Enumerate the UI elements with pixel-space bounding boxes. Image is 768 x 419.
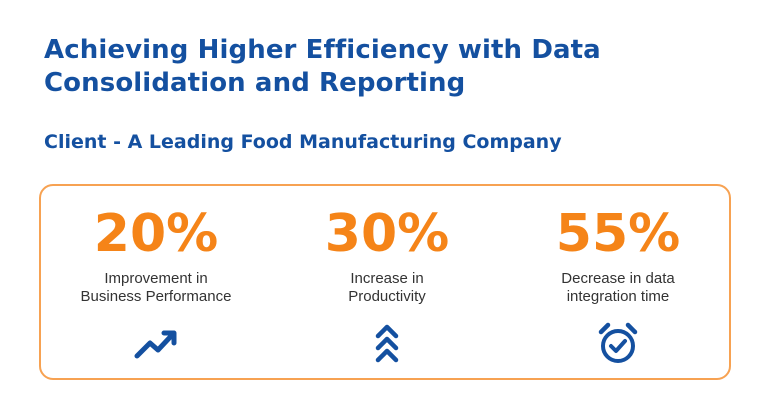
client-subtitle: Client - A Leading Food Manufacturing Co… [44,131,562,153]
stat-label: Increase in Productivity [272,270,502,306]
stat-productivity: 30% Increase in Productivity [272,186,502,382]
stat-label-line-2: integration time [566,288,670,305]
stat-value: 55% [555,204,681,264]
stat-value: 20% [93,204,219,264]
title-line-2: Consolidation and Reporting [44,68,466,98]
double-chevron-up-icon [364,320,410,366]
stat-label-line-1: Increase in [350,270,424,287]
stat-label-line-1: Improvement in [104,270,208,287]
stat-integration-time: 55% Decrease in data integration time [503,186,733,382]
trending-up-icon [133,320,179,366]
alarm-clock-check-icon [595,320,641,366]
stat-label-line-1: Decrease in data [561,270,675,287]
stat-business-performance: 20% Improvement in Business Performance [41,186,271,382]
stat-label: Decrease in data integration time [503,270,733,306]
stat-label: Improvement in Business Performance [41,270,271,306]
page-title: Achieving Higher Efficiency with Data Co… [44,34,601,100]
stat-label-line-2: Business Performance [80,288,232,305]
title-line-1: Achieving Higher Efficiency with Data [44,35,601,65]
stat-label-line-2: Productivity [348,288,426,305]
stats-panel: 20% Improvement in Business Performance … [39,184,731,380]
stat-value: 30% [324,204,450,264]
